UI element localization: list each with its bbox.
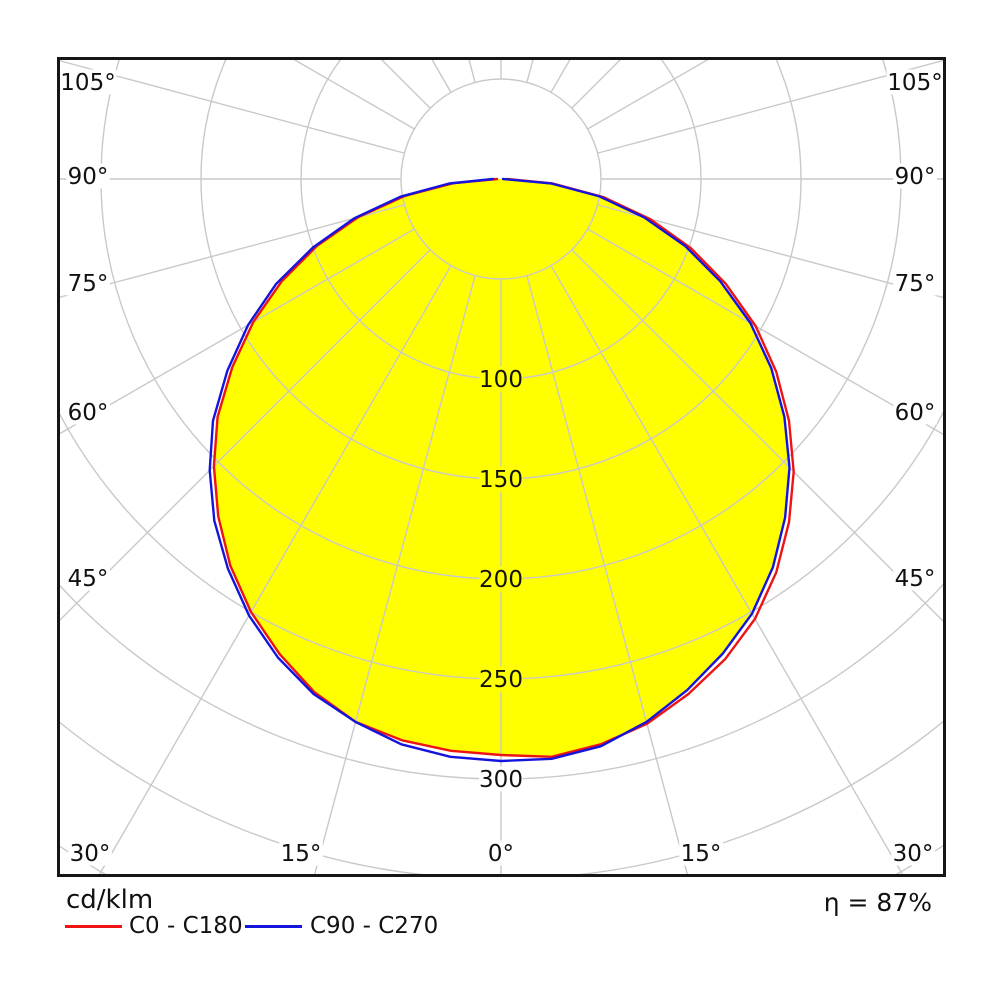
- gamma-label-right: 45°: [895, 566, 936, 592]
- gamma-label-bottom-bg: [679, 840, 723, 866]
- radial-tick-label-bg: [479, 366, 523, 392]
- radial-tick-label: 200: [479, 567, 523, 593]
- gamma-label-bottom-bg: [485, 840, 517, 866]
- gamma-label-right-bg: [893, 399, 937, 425]
- gamma-label-right-bg: [893, 270, 937, 296]
- legend-label-c0-c180: C0 - C180: [129, 913, 243, 939]
- radial-tick-label-bg: [479, 466, 523, 492]
- curve-c90-c270: [208, 177, 791, 763]
- gamma-label-bottom-bg: [891, 840, 935, 866]
- legend-line-c90-c270: [245, 925, 302, 928]
- gamma-label-right-bg: [893, 163, 937, 189]
- angle-grid-ray: [60, 228, 415, 435]
- efficiency-label: η = 87%: [823, 888, 932, 917]
- gamma-label-bottom: 15°: [681, 841, 722, 867]
- legend-line-c0-c180: [65, 925, 122, 928]
- gamma-label-bottom-bg: [279, 840, 323, 866]
- angle-grid-ray: [60, 249, 431, 621]
- plot-frame: [57, 57, 946, 877]
- gamma-label-bottom: 0°: [488, 841, 514, 867]
- angle-grid-ray: [526, 60, 534, 83]
- angle-grid-ray: [60, 204, 405, 298]
- radial-tick-label: 250: [479, 667, 523, 693]
- gamma-label-bottom: 15°: [281, 841, 322, 867]
- radial-tick-label-bg: [479, 766, 523, 792]
- curve-c0-c180: [212, 177, 795, 758]
- gamma-label-right: 105°: [887, 70, 942, 96]
- gamma-label-left-bg: [66, 565, 110, 591]
- gamma-label-left: 90°: [68, 164, 109, 190]
- unit-label: cd/klm: [66, 885, 154, 915]
- radial-tick-label-bg: [479, 666, 523, 692]
- angle-grid-ray: [550, 265, 904, 874]
- gamma-label-left-bg: [66, 399, 110, 425]
- gamma-label-left-bg: [59, 69, 117, 95]
- axis-labels: 105° 105° 90° 90° 75° 75° 60° 60° 45° 45° 30° 15° 0°…: [59, 69, 944, 867]
- gamma-label-left: 75°: [68, 271, 109, 297]
- angle-grid-ray: [293, 60, 415, 130]
- gamma-label-left: 60°: [68, 400, 109, 426]
- legend-label-c90-c270: C90 - C270: [310, 913, 439, 939]
- radial-tick-label-bg: [479, 566, 523, 592]
- gamma-label-bottom: 30°: [893, 841, 934, 867]
- gamma-label-right: 60°: [895, 400, 936, 426]
- gamma-label-bottom: 30°: [70, 841, 111, 867]
- gamma-label-left: 45°: [68, 566, 109, 592]
- gamma-label-left: 105°: [60, 70, 115, 96]
- angle-grid-ray: [571, 249, 943, 622]
- gamma-label-bottom-bg: [68, 840, 112, 866]
- gamma-label-left-bg: [66, 163, 110, 189]
- angle-grid-ray: [597, 204, 943, 299]
- gamma-label-right: 75°: [895, 271, 936, 297]
- angle-grid-ray: [468, 60, 476, 83]
- angle-grid-ray: [526, 275, 688, 874]
- angle-grid-ray: [314, 275, 476, 874]
- angle-grid-ray: [587, 60, 709, 130]
- angle-grid-ray: [60, 60, 405, 154]
- gamma-label-left-bg: [66, 270, 110, 296]
- radial-tick-label: 300: [479, 767, 523, 793]
- radial-tick-label: 100: [479, 367, 523, 393]
- gamma-label-right-bg: [886, 69, 944, 95]
- angle-grid-ray: [587, 228, 943, 435]
- angle-grid-ray: [597, 60, 943, 154]
- gamma-label-right-bg: [893, 565, 937, 591]
- radial-tick-label: 150: [479, 467, 523, 493]
- gamma-label-right: 90°: [895, 164, 936, 190]
